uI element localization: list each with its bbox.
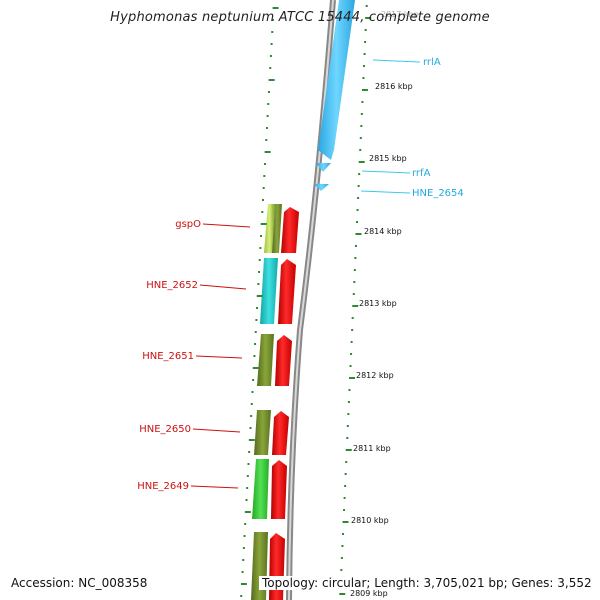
feature-label-rrlA: rrlA <box>423 57 441 68</box>
cog-block-HNE_2652 <box>260 258 278 324</box>
ruler-label-2812: 2812 kbp <box>356 371 394 380</box>
feature-HNE_2654[interactable] <box>314 184 329 191</box>
ruler-label-2817: 2817 kbp <box>381 10 419 19</box>
label-leader-lines <box>190 59 421 489</box>
feature-rrlA[interactable] <box>318 0 355 160</box>
ruler-label-2814: 2814 kbp <box>364 227 402 236</box>
ruler-ticks <box>240 5 372 597</box>
page-title: Hyphomonas neptunium ATCC 15444, complet… <box>110 10 490 25</box>
ruler-label-2815: 2815 kbp <box>369 154 407 163</box>
ruler-label-2811: 2811 kbp <box>353 444 391 453</box>
feature-label-rrfA: rrfA <box>412 168 431 179</box>
feature-label-HNE_2650: HNE_2650 <box>139 424 191 435</box>
genome-backbone-highlight <box>288 0 334 600</box>
ruler-label-2810: 2810 kbp <box>351 516 389 525</box>
genome-summary-text: Topology: circular; Length: 3,705,021 bp… <box>259 576 595 590</box>
cds-arrow-HNE_2650[interactable] <box>272 411 289 455</box>
cog-block-HNE_2651 <box>257 334 274 386</box>
cds-arrow-HNE_2652[interactable] <box>278 259 296 324</box>
ruler-label-2816: 2816 kbp <box>375 82 413 91</box>
cog-block-gspO-a <box>264 204 275 253</box>
cog-block-HNE_2649 <box>252 459 269 519</box>
feature-label-HNE_2654: HNE_2654 <box>412 188 464 199</box>
ruler-label-2809: 2809 kbp <box>350 589 388 598</box>
ruler-labels: 2817 kbp 2816 kbp 2815 kbp 2814 kbp 2813… <box>350 10 419 598</box>
cds-arrow-HNE_2651[interactable] <box>275 335 292 386</box>
cog-block-HNE_2650 <box>254 410 271 455</box>
ruler-label-2813: 2813 kbp <box>359 299 397 308</box>
cds-arrow-HNE_2649[interactable] <box>271 460 287 519</box>
feature-label-HNE_2652: HNE_2652 <box>146 280 198 291</box>
feature-label-gspO: gspO <box>175 219 201 230</box>
feature-label-HNE_2651: HNE_2651 <box>142 351 194 362</box>
cog-block-gspO-b <box>272 204 282 253</box>
feature-label-HNE_2649: HNE_2649 <box>137 481 189 492</box>
accession-text: Accession: NC_008358 <box>9 576 150 590</box>
cds-arrow-gspO[interactable] <box>281 207 299 253</box>
feature-rrfA[interactable] <box>316 163 331 172</box>
